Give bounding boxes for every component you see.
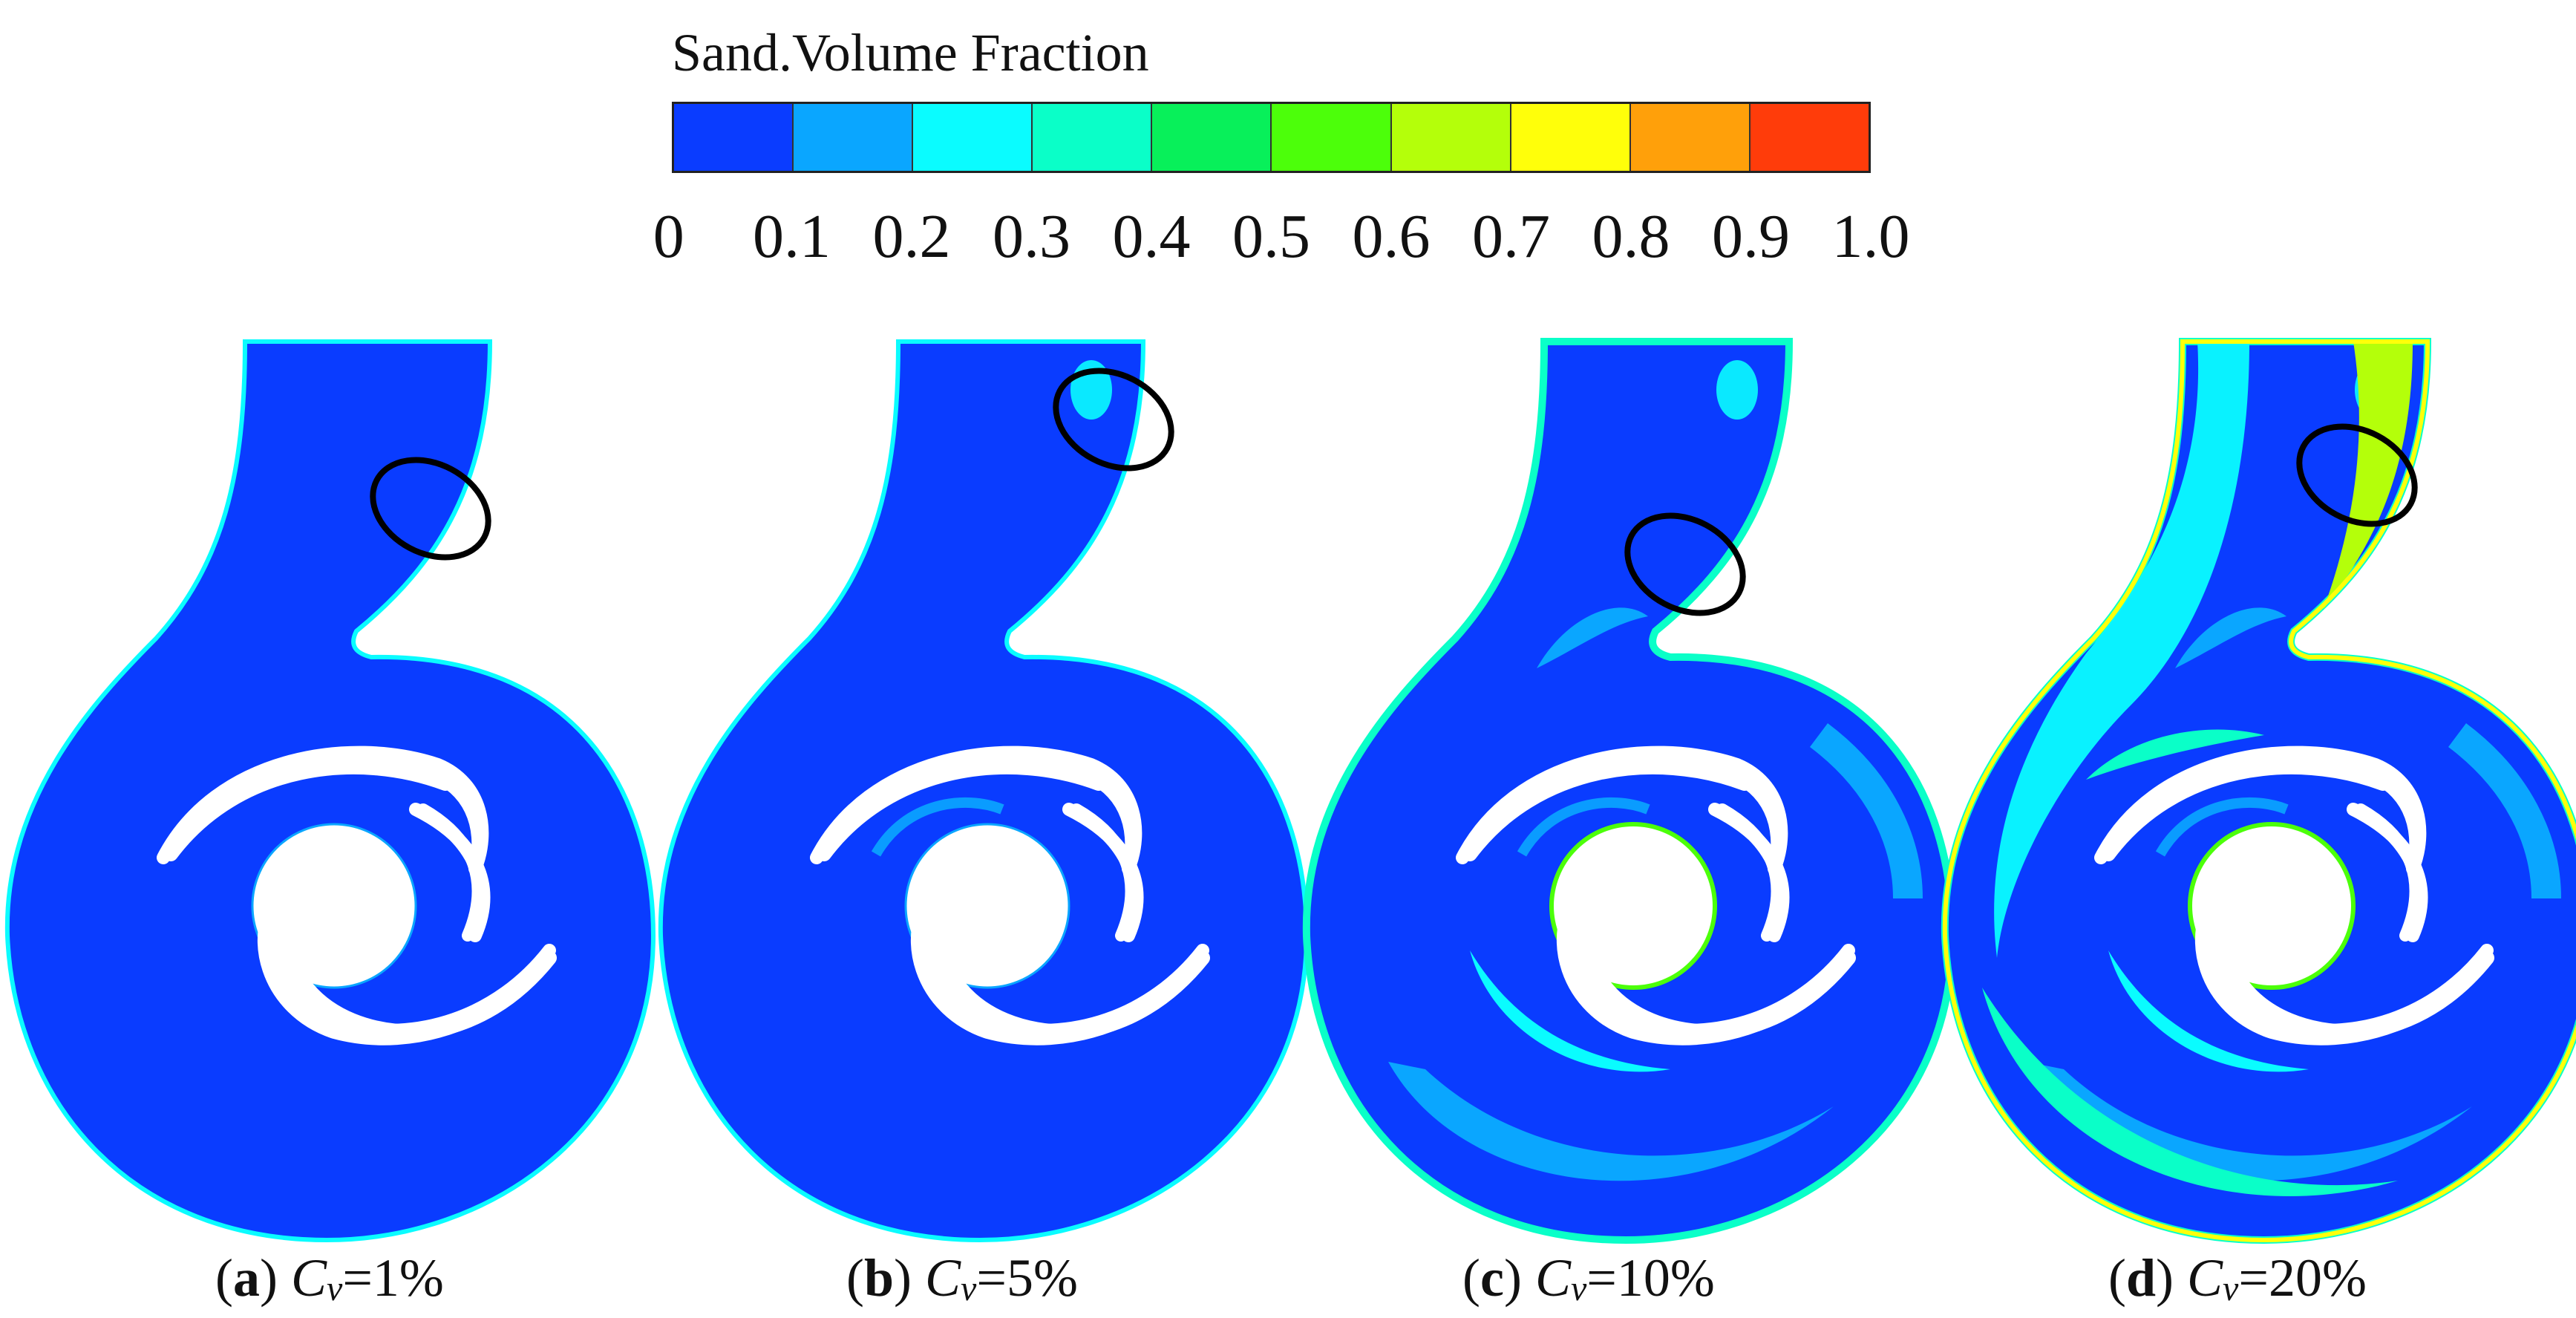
sand-patch xyxy=(1716,360,1758,420)
colorbar-tick-label: 0.4 xyxy=(1112,202,1191,271)
colorbar-tick-label: 0.8 xyxy=(1592,202,1670,271)
sand-band xyxy=(1537,607,1648,668)
sand-band xyxy=(1809,723,1923,899)
volute-rim-high xyxy=(1942,339,2576,1243)
impeller-blade xyxy=(1462,759,1752,861)
pump-panel-a xyxy=(4,339,656,1243)
colorbar-segment xyxy=(1511,104,1631,171)
impeller-blade xyxy=(1576,884,1856,1040)
caption-a: (a) Cv=1% xyxy=(215,1248,444,1308)
pump-panel-c xyxy=(1302,338,1957,1244)
highlight-ellipse xyxy=(2296,423,2418,527)
colorbar-segment xyxy=(1630,104,1750,171)
sand-band xyxy=(1994,342,2249,958)
colorbar-tick-label: 1.0 xyxy=(1831,202,1910,271)
colorbar-segment xyxy=(1750,104,1869,171)
colorbar-tick-label: 0.5 xyxy=(1232,202,1310,271)
impeller-blade xyxy=(163,759,453,861)
volute-region xyxy=(658,339,1310,1243)
caption-b: (b) Cv=5% xyxy=(846,1248,1078,1308)
colorbar-segment xyxy=(913,104,1033,171)
impeller-blade xyxy=(277,884,557,1040)
impeller-blade xyxy=(1716,803,1783,942)
pump-panel-b xyxy=(658,339,1310,1243)
highlight-ellipse xyxy=(1053,368,1174,472)
colorbar-ticks: 0 0.1 0.2 0.3 0.4 0.5 0.6 0.7 0.8 0.9 1.0 xyxy=(653,200,1910,275)
contour-panels xyxy=(0,319,2576,1255)
colorbar-tick-label: 0.3 xyxy=(993,202,1070,271)
impeller-blade xyxy=(930,884,1210,1040)
sand-streak xyxy=(871,797,1004,857)
colorbar-tick-label: 0 xyxy=(653,202,684,271)
highlight-ellipse xyxy=(370,457,491,561)
volute-region xyxy=(4,339,656,1243)
colorbar-tick-label: 0.9 xyxy=(1712,202,1790,271)
sand-band xyxy=(1982,988,2398,1196)
colorbar-tick-label: 0.7 xyxy=(1472,202,1550,271)
sand-band-high xyxy=(2324,342,2413,609)
sand-band xyxy=(2448,723,2561,899)
impeller-blade xyxy=(817,759,1106,861)
impeller-blade xyxy=(2214,884,2494,1040)
colorbar-segment xyxy=(1272,104,1392,171)
highlight-ellipse xyxy=(1624,512,1746,616)
colorbar-tick-label: 0.1 xyxy=(753,202,831,271)
colorbar-segment xyxy=(1152,104,1272,171)
colorbar-tick-label: 0.6 xyxy=(1352,202,1431,271)
impeller-blade xyxy=(2101,759,2390,861)
impeller-blade xyxy=(1070,803,1137,942)
colorbar-segment xyxy=(794,104,914,171)
sand-band xyxy=(1470,950,1670,1072)
sand-streak xyxy=(1517,797,1650,857)
impeller-blade xyxy=(417,803,484,942)
caption-d: (d) Cv=20% xyxy=(2108,1248,2367,1308)
sand-band xyxy=(1388,1062,1834,1181)
colorbar xyxy=(672,102,1871,173)
colorbar-segment xyxy=(674,104,794,171)
colorbar-segment xyxy=(1391,104,1511,171)
legend-title: Sand.Volume Fraction xyxy=(672,23,1149,82)
impeller-blade xyxy=(2355,803,2422,942)
pump-panel-d xyxy=(1941,338,2576,1244)
sand-band xyxy=(2086,729,2264,780)
sand-band xyxy=(2108,950,2309,1072)
colorbar-tick-label: 0.2 xyxy=(872,202,951,271)
colorbar-segment xyxy=(1033,104,1153,171)
sand-streak xyxy=(2155,797,2289,857)
pump-contour-figure xyxy=(4,338,2576,1244)
sand-band xyxy=(2175,607,2286,668)
caption-c: (c) Cv=10% xyxy=(1462,1248,1715,1308)
